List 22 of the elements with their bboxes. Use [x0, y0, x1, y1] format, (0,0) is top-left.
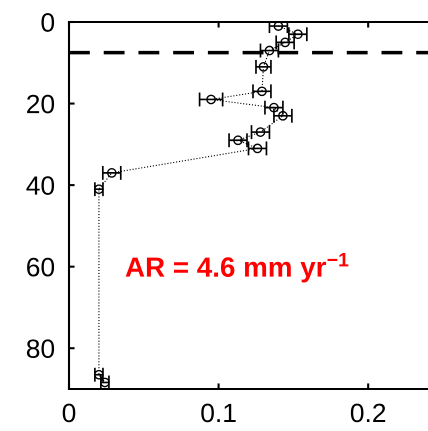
y-tick-label: 60 [27, 258, 54, 276]
y-tick-label: 20 [27, 94, 54, 114]
point [274, 22, 284, 31]
point [293, 29, 303, 40]
y-tick-label: 40 [26, 176, 54, 195]
y-tick-label: 80 [26, 339, 54, 358]
point [257, 86, 267, 96]
point [258, 62, 268, 72]
y-tick-label: 0 [41, 13, 54, 32]
x-tick-label: 0 [62, 404, 76, 422]
point [264, 46, 274, 56]
point [233, 135, 243, 146]
point [106, 168, 117, 178]
point [206, 94, 216, 104]
x-tick-label: 0.2 [350, 404, 386, 422]
annotation: AR = 4.6 mm yr$^{−1}$ [126, 253, 348, 282]
point [278, 110, 288, 121]
point [256, 127, 266, 137]
point [280, 38, 290, 48]
point [269, 102, 279, 112]
x-tick-label: 0.1 [201, 404, 236, 422]
point [252, 144, 262, 154]
